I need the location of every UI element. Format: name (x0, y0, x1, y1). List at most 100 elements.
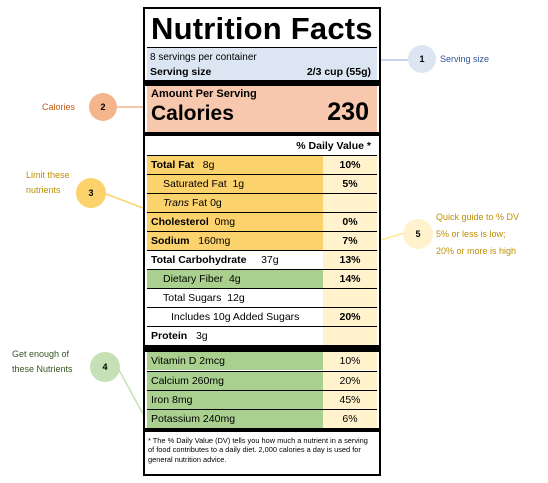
nutrient-amount: 3g (195, 330, 208, 342)
nutrient-amount: Fat 0g (191, 197, 222, 209)
annotation-circle-3: 3 (76, 178, 106, 208)
calories-section: Amount Per Serving Calories 230 (147, 86, 377, 132)
row-bg (147, 194, 323, 212)
nutrient-amount: 4g (228, 273, 241, 285)
nutrient-name-text: Protein (151, 330, 188, 342)
nutrient-amount: 37g (261, 254, 279, 266)
serving-size-value: 2/3 cup (55g) (306, 66, 371, 78)
annotation-limit-line1: Limit these (26, 170, 70, 180)
serving-size-label: Serving size (150, 66, 212, 78)
nutrient-name: Trans Fat 0g (163, 197, 222, 209)
footnote: * The % Daily Value (DV) tells you how m… (148, 436, 368, 464)
nutrient-dv: 5% (323, 175, 377, 193)
divider-thick (145, 80, 379, 86)
vitamin-dv: 20% (323, 372, 377, 390)
nutrient-name-text: Total Sugars (163, 292, 222, 304)
nutrient-row-cholesterol: Cholesterol 0mg 0% (147, 212, 377, 231)
nutrient-name: Total Fat 8g (151, 159, 214, 171)
nutrient-row-sodium: Sodium 160mg 7% (147, 231, 377, 250)
row-bg (147, 270, 323, 288)
nutrient-dv: 10% (323, 156, 377, 174)
nutrient-dv: 0% (323, 213, 377, 231)
nutrient-dv (323, 327, 377, 345)
nutrient-dv (323, 194, 377, 212)
nutrient-amount: 12g (227, 292, 245, 304)
nutrient-amount: 8g (202, 159, 215, 171)
nutrient-name: Sodium 160mg (151, 235, 230, 247)
nutrient-dv: 14% (323, 270, 377, 288)
nutrient-dv (323, 289, 377, 307)
annotation-limit-line2: nutrients (26, 185, 61, 195)
row-bg (147, 352, 323, 370)
nutrient-name: Total Sugars 12g (163, 292, 245, 304)
annotation-get-enough: Get enough of these Nutrients (12, 347, 73, 377)
nutrient-amount: 0mg (214, 216, 236, 228)
annotation-limit-nutrients: Limit these nutrients (26, 168, 70, 198)
nutrient-row-dietary-fiber: Dietary Fiber 4g 14% (147, 269, 377, 288)
row-bg (147, 156, 323, 174)
nutrient-dv: 7% (323, 232, 377, 250)
servings-per-container: 8 servings per container (150, 52, 257, 63)
nutrient-name-text: Total Fat (151, 159, 194, 171)
nutrient-row-protein: Protein 3g (147, 326, 377, 345)
nutrient-dv: 20% (323, 308, 377, 326)
nutrient-row-total-fat: Total Fat 8g 10% (147, 155, 377, 174)
divider-medium (145, 132, 379, 136)
nutrient-name-text: Trans (163, 197, 190, 209)
nutrient-amount: 1g (232, 178, 245, 190)
nutrient-name: Dietary Fiber 4g (163, 273, 241, 285)
nutrient-name-text: Dietary Fiber (163, 273, 224, 285)
divider-thick-vitamins (145, 345, 379, 352)
amount-per-serving: Amount Per Serving (151, 88, 257, 100)
nutrient-name: Total Carbohydrate 37g (151, 254, 279, 266)
divider-footnote (145, 428, 379, 432)
nutrient-name: Protein 3g (151, 330, 208, 342)
nutrient-row-trans-fat: Trans Fat 0g (147, 193, 377, 212)
label-title: Nutrition Facts (151, 11, 373, 46)
nutrient-row-total-carbohydrate: Total Carbohydrate 37g 13% (147, 250, 377, 269)
nutrient-dv: 13% (323, 251, 377, 269)
vitamin-row-vitamin-d: Vitamin D 2mcg 10% (147, 352, 377, 371)
vitamin-name: Vitamin D 2mcg (151, 355, 225, 367)
row-bg (147, 213, 323, 231)
daily-value-header: % Daily Value * (296, 140, 371, 152)
row-bg (147, 372, 323, 390)
nutrient-name-text: Saturated Fat (163, 178, 227, 190)
annotation-serving-size: Serving size (440, 54, 490, 64)
annotation-circle-1: 1 (408, 45, 436, 73)
row-bg (147, 175, 323, 193)
nutrient-name-text: Cholesterol (151, 216, 209, 228)
vitamin-row-calcium: Calcium 260mg 20% (147, 371, 377, 390)
calories-value: 230 (327, 98, 369, 126)
vitamin-name: Calcium 260mg (151, 375, 224, 387)
vitamin-dv: 10% (323, 352, 377, 370)
annotation-guide-line1: Quick guide to % DV (436, 212, 520, 222)
connector-limit (105, 193, 144, 209)
nutrition-label: Nutrition Facts 8 servings per container… (143, 7, 381, 476)
annotation-circle-4: 4 (90, 352, 120, 382)
vitamin-row-iron: Iron 8mg 45% (147, 390, 377, 409)
nutrient-name: Saturated Fat 1g (163, 178, 244, 190)
row-bg (147, 391, 323, 409)
nutrient-row-saturated-fat: Saturated Fat 1g 5% (147, 174, 377, 193)
row-bg (147, 232, 323, 250)
vitamin-name: Iron 8mg (151, 394, 193, 406)
nutrient-name: Cholesterol 0mg (151, 216, 235, 228)
nutrient-amount: 160mg (198, 235, 231, 247)
connector-dv (380, 232, 405, 241)
calories-label: Calories (151, 102, 234, 125)
annotation-enough-line1: Get enough of (12, 349, 70, 359)
annotation-circle-2: 2 (89, 93, 117, 121)
annotation-calories: Calories (42, 102, 76, 112)
nutrient-row-added-sugars: Includes 10g Added Sugars 20% (147, 307, 377, 326)
vitamin-dv: 45% (323, 391, 377, 409)
serving-section: 8 servings per container Serving size 2/… (147, 47, 377, 81)
annotation-guide-line2: 5% or less is low; (436, 229, 506, 239)
vitamin-row-potassium: Potassium 240mg 6% (147, 409, 377, 428)
annotation-enough-line2: these Nutrients (12, 364, 73, 374)
connector-enough (117, 367, 144, 415)
vitamin-dv: 6% (323, 410, 377, 428)
row-bg (147, 410, 323, 428)
nutrient-name-text: Sodium (151, 235, 190, 247)
annotation-guide-line3: 20% or more is high (436, 246, 517, 256)
